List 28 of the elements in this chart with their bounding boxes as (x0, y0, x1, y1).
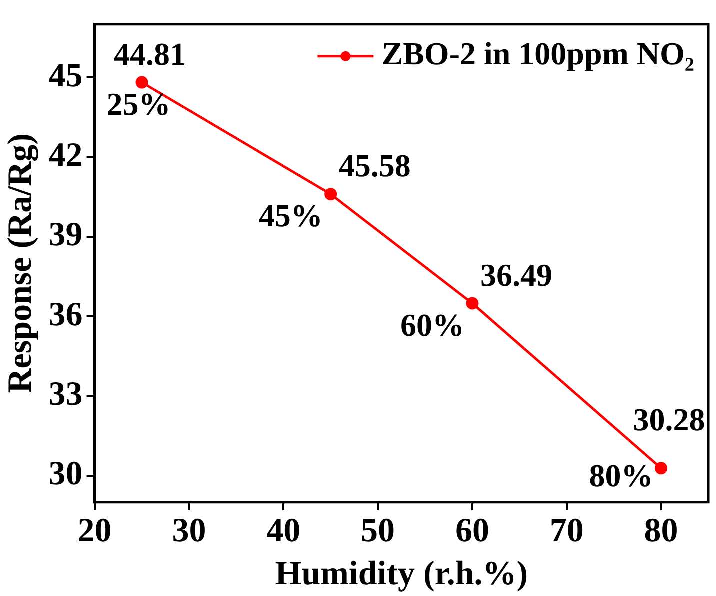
x-tick-label: 20 (78, 512, 112, 550)
annotation: 45% (258, 198, 323, 234)
y-tick-label: 45 (48, 57, 83, 94)
annotation: 80% (589, 458, 654, 494)
x-tick-label: 70 (550, 512, 584, 550)
data-label: 36.49 (480, 256, 552, 293)
annotation: 25% (106, 86, 171, 122)
x-tick-label: 80 (644, 512, 678, 550)
point (655, 462, 668, 475)
x-axis-title: Humidity (r.h.%) (275, 555, 528, 592)
x-tick-label: 50 (361, 512, 396, 550)
data-label: 44.81 (114, 36, 186, 72)
point (466, 297, 479, 310)
data-label: 30.28 (633, 402, 706, 438)
x-tick-label: 60 (455, 512, 490, 550)
x-tick-label: 30 (172, 512, 206, 550)
y-tick-label: 30 (48, 456, 83, 493)
y-tick-label: 36 (48, 296, 83, 334)
annotation: 60% (400, 306, 464, 343)
y-tick-label: 42 (48, 136, 83, 174)
point (324, 188, 338, 201)
point (136, 76, 148, 89)
annotation: 45.58 (338, 148, 411, 184)
y-tick-label: 33 (48, 376, 83, 413)
y-tick-label: 39 (48, 216, 83, 254)
y-axis-title: Response (Ra/Rg) (2, 134, 40, 394)
legend-label: ZBO-2 in 100ppm NO₂ (382, 36, 694, 72)
x-tick-label: 40 (266, 512, 301, 550)
